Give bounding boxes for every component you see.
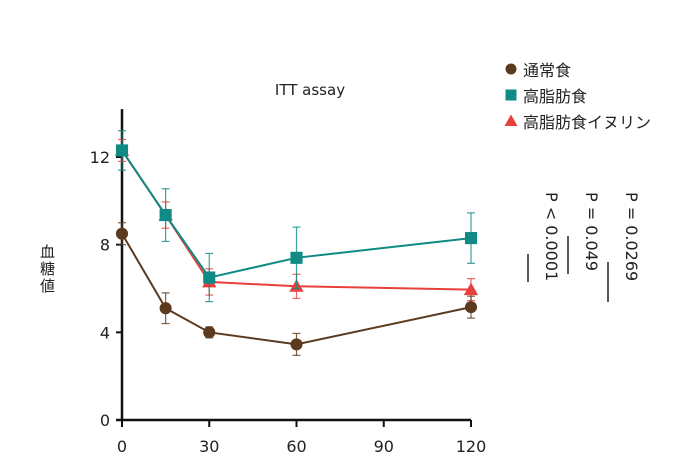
data-point-circle — [159, 302, 172, 315]
p-value-annotation: P = 0.049 — [567, 192, 601, 274]
x-tick-label: 30 — [199, 437, 219, 456]
y-tick-label: 8 — [100, 236, 110, 255]
chart-title: ITT assay — [275, 81, 345, 99]
y-axis-label: 血糖値 — [38, 244, 56, 295]
legend-item: 通常食 — [505, 61, 571, 80]
legend-label: 高脂肪食 — [523, 87, 587, 106]
data-point-circle — [203, 326, 216, 339]
series-square — [115, 130, 478, 303]
data-point-circle — [115, 227, 129, 240]
data-point-circle — [290, 338, 303, 351]
series-circle — [115, 222, 478, 356]
p-value-text: P = 0.0269 — [622, 192, 641, 281]
p-value-text: P < 0.0001 — [542, 192, 561, 281]
x-tick-label: 60 — [286, 437, 306, 456]
p-value-annotation: P = 0.0269 — [607, 192, 641, 302]
y-tick-label: 12 — [90, 148, 110, 167]
p-value-annotation: P < 0.0001 — [527, 192, 561, 282]
y-tick-label: 4 — [100, 323, 110, 342]
data-point-triangle — [504, 114, 518, 126]
p-value-text: P = 0.049 — [582, 192, 601, 271]
data-point-triangle — [463, 282, 479, 296]
data-point-circle — [464, 301, 478, 314]
legend-label: 通常食 — [523, 61, 571, 80]
x-tick-label: 120 — [456, 437, 487, 456]
data-point-square — [115, 144, 129, 157]
data-point-square — [159, 209, 172, 222]
x-tick-label: 0 — [117, 437, 127, 456]
data-point-square — [505, 89, 517, 101]
legend-item: 高脂肪食 — [505, 87, 587, 106]
data-point-square — [464, 232, 478, 245]
data-point-square — [203, 271, 216, 284]
legend-label: 高脂肪食イヌリン — [523, 113, 651, 132]
x-tick-label: 90 — [374, 437, 394, 456]
data-point-circle — [505, 63, 517, 75]
data-point-square — [290, 251, 303, 264]
y-tick-label: 0 — [100, 411, 110, 430]
legend-item: 高脂肪食イヌリン — [504, 113, 651, 132]
